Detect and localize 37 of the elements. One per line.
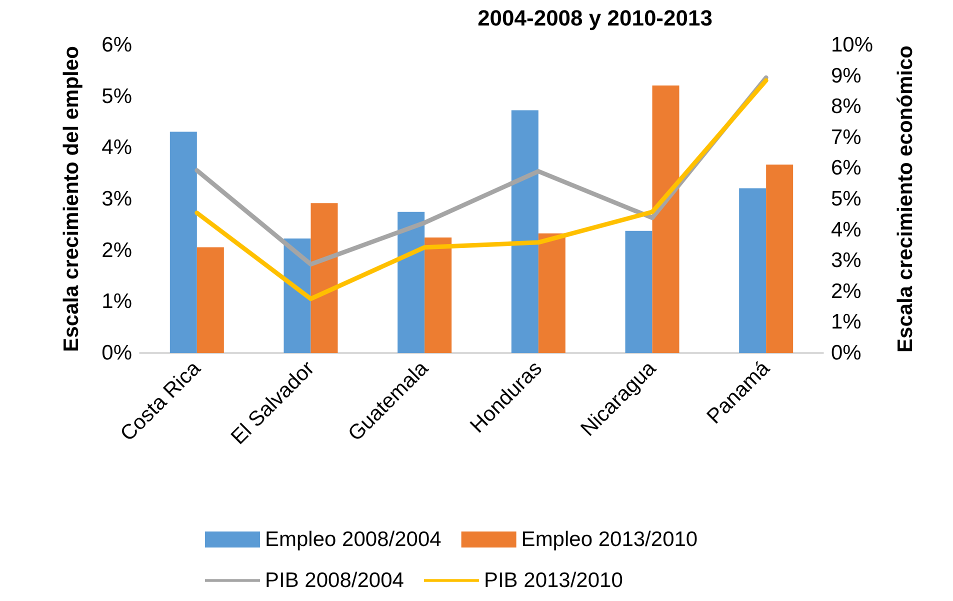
y-tick-label: 6% xyxy=(102,34,132,56)
bar xyxy=(511,110,538,353)
bar xyxy=(424,238,452,353)
y2-axis-title: Escala crecimiento económico xyxy=(894,46,917,352)
y-tick-label: 3% xyxy=(102,188,132,210)
y-tick-label: 5% xyxy=(102,84,132,108)
bar xyxy=(196,247,224,353)
y2-tick-label: 1% xyxy=(831,310,862,334)
y-tick-label: 2% xyxy=(102,238,132,262)
bar xyxy=(170,132,197,353)
y-tick-label: 0% xyxy=(102,342,132,364)
y-tick-label: 1% xyxy=(102,290,132,314)
y2-tick-label: 2% xyxy=(831,280,862,303)
chart-title: 2004-2008 y 2010-2013 xyxy=(478,6,712,30)
y2-tick-label: 4% xyxy=(831,218,862,242)
legend-label: Empleo 2008/2004 xyxy=(265,528,442,551)
bar xyxy=(538,233,566,353)
bar xyxy=(739,188,766,353)
bar xyxy=(398,212,425,353)
y2-tick-label: 0% xyxy=(831,342,862,364)
bar xyxy=(766,164,794,353)
y2-tick-label: 7% xyxy=(831,126,862,149)
bar xyxy=(652,86,680,353)
bar xyxy=(625,230,652,353)
y2-tick-label: 6% xyxy=(831,156,862,180)
bar xyxy=(310,203,338,353)
legend-label: PIB 2008/2004 xyxy=(265,569,404,592)
y-tick-label: 4% xyxy=(102,136,132,160)
y2-tick-label: 3% xyxy=(831,249,862,272)
y2-tick-label: 8% xyxy=(831,95,862,118)
y-axis-title: Escala crecimiento del empleo xyxy=(60,46,83,352)
y2-tick-label: 10% xyxy=(831,34,874,56)
legend-label: PIB 2013/2010 xyxy=(484,569,623,592)
line-series xyxy=(194,78,768,302)
y2-tick-label: 9% xyxy=(831,64,862,88)
y2-tick-label: 5% xyxy=(831,188,862,210)
legend-label: Empleo 2013/2010 xyxy=(521,528,698,551)
